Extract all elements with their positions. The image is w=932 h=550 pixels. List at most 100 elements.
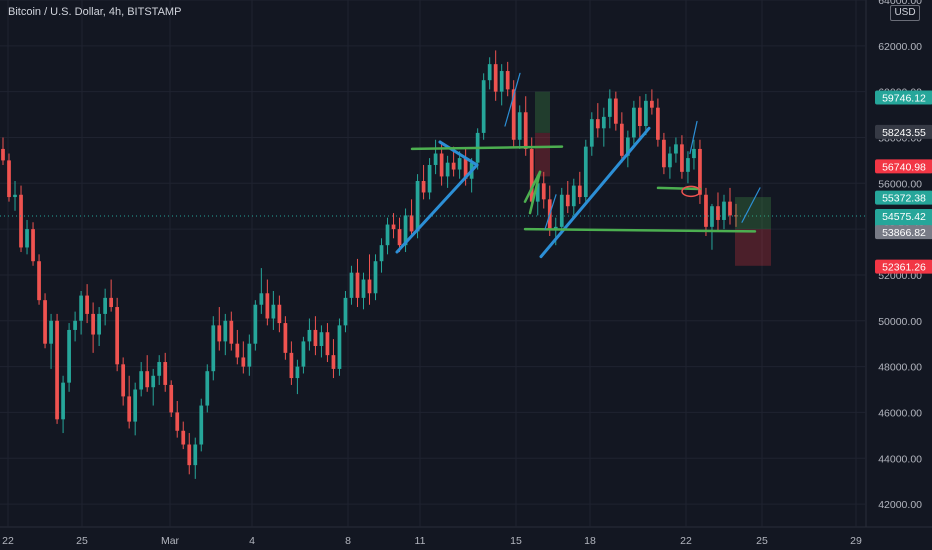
candle-body <box>373 261 378 294</box>
candle-body <box>625 137 630 156</box>
candle-body <box>644 100 648 127</box>
candle-body <box>49 320 53 344</box>
candle-body <box>656 107 660 140</box>
candle-body <box>385 224 390 246</box>
long-position-profit-zone <box>535 91 550 133</box>
candle-body <box>265 293 270 319</box>
candle-body <box>565 194 570 207</box>
candle-body <box>61 382 65 420</box>
candle-body <box>175 412 180 431</box>
price-tag-label: 58243.55 <box>882 127 926 139</box>
candle-body <box>295 366 300 379</box>
x-tick-label: Mar <box>161 535 180 547</box>
candle-body <box>325 332 330 356</box>
candle-body <box>355 272 360 298</box>
candle-body <box>313 329 318 346</box>
symbol-title[interactable]: Bitcoin / U.S. Dollar, 4h, BITSTAMP <box>8 6 182 18</box>
candle-body <box>205 371 210 406</box>
candle-body <box>710 206 714 227</box>
candle-body <box>73 320 77 330</box>
candle-body <box>91 313 95 335</box>
candle-body <box>583 146 588 198</box>
candle-body <box>662 139 666 168</box>
candle-body <box>181 430 186 445</box>
trendline-blue <box>539 126 651 259</box>
x-tick-label: 29 <box>850 535 862 547</box>
projection-arrow-blue <box>504 72 521 127</box>
x-tick-label: 22 <box>2 535 14 547</box>
highlight-circle <box>681 185 701 198</box>
triangle-edge-blue <box>438 140 479 167</box>
price-tag-label: 54575.42 <box>882 211 926 223</box>
resistance-level-green <box>410 145 564 151</box>
candle-body <box>79 295 83 321</box>
candle-body <box>457 158 462 170</box>
candle-body <box>37 261 41 301</box>
candle-body <box>139 371 144 390</box>
price-tag-gray <box>875 225 932 240</box>
candle-body <box>271 304 276 319</box>
candle-body <box>638 107 642 127</box>
candle-body <box>163 362 168 385</box>
price-tag-green <box>875 190 932 205</box>
candle-body <box>97 313 101 335</box>
candle-body <box>553 226 558 230</box>
candle-body <box>241 357 246 367</box>
candle-body <box>145 371 150 388</box>
candle-body <box>337 325 342 369</box>
candle-body <box>403 215 408 246</box>
y-tick-label: 46000.00 <box>878 407 922 419</box>
y-tick-label: 50000.00 <box>878 316 922 328</box>
candle-body <box>169 384 174 413</box>
candle-body <box>601 116 606 129</box>
candle-body <box>680 144 684 172</box>
candle-body <box>115 307 120 365</box>
candle-body <box>67 329 71 383</box>
candle-body <box>631 107 636 138</box>
candle-body <box>283 323 288 353</box>
candle-body <box>571 185 576 207</box>
candle-body <box>559 194 564 227</box>
y-tick-label: 64000.00 <box>878 0 922 7</box>
pattern-line-green <box>523 170 542 203</box>
y-tick-label: 56000.00 <box>878 178 922 190</box>
candle-body <box>307 329 312 342</box>
candle-body <box>193 444 198 466</box>
candle-body <box>427 164 432 193</box>
candle-body <box>151 375 156 388</box>
candle-body <box>511 89 516 140</box>
x-tick-label: 15 <box>510 535 522 547</box>
candle-body <box>253 304 258 344</box>
candle-body <box>85 295 89 314</box>
candle-body <box>415 181 420 232</box>
long-position-loss-zone <box>735 229 771 266</box>
candle-body <box>650 100 654 108</box>
x-tick-label: 18 <box>584 535 596 547</box>
support-level-green <box>656 186 702 191</box>
price-tag-label: 53866.82 <box>882 227 926 239</box>
candle-body <box>722 201 726 220</box>
candle-body <box>493 64 498 92</box>
drawing-layer <box>395 72 771 266</box>
candle-body <box>211 325 216 372</box>
candle-body <box>523 112 528 149</box>
candle-body <box>487 64 492 81</box>
candle-body <box>157 362 162 376</box>
x-tick-label: 25 <box>756 535 768 547</box>
price-tag-dark <box>875 124 932 139</box>
candle-body <box>397 229 402 246</box>
price-tag-label: 56740.98 <box>882 161 926 173</box>
price-tag-label: 59746.12 <box>882 92 926 104</box>
candle-body <box>391 224 396 230</box>
price-tag-label: 55372.38 <box>882 193 926 205</box>
price-tag-green <box>875 90 932 105</box>
x-tick-label: 8 <box>345 535 351 547</box>
candle-body <box>595 119 600 129</box>
currency-button[interactable]: USD <box>890 5 920 21</box>
candle-body <box>331 355 336 369</box>
price-tag-red <box>875 159 932 174</box>
candle-body <box>31 229 35 262</box>
projection-arrow-blue <box>689 120 698 155</box>
candle-body <box>704 194 708 227</box>
